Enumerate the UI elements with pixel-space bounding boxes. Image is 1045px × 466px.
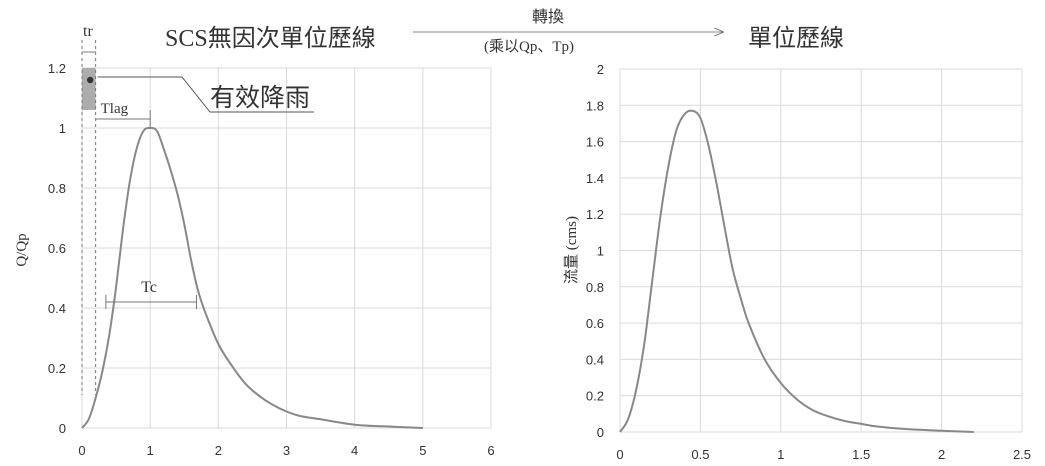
right-y-tick-label: 0.8 — [586, 280, 604, 295]
right-chart-grid — [619, 68, 1023, 433]
left-x-tick-label: 5 — [419, 443, 426, 458]
right-x-tick-label: 0 — [616, 447, 623, 462]
left-y-tick-label: 0.6 — [48, 241, 66, 256]
left-y-tick-label: 1 — [59, 121, 66, 136]
left-chart-annotations: tr Tlag Tc 有效降雨 — [81, 23, 314, 395]
right-y-axis-label: 流量 (cms) — [563, 216, 580, 284]
rainfall-callout-label: 有效降雨 — [210, 84, 310, 112]
right-x-tick-label: 1.5 — [852, 447, 870, 462]
left-x-tick-label: 2 — [215, 443, 222, 458]
right-y-tick-label: 1 — [597, 244, 604, 259]
right-y-tick-label: 2 — [597, 62, 604, 77]
right-x-tick-label: 2.5 — [1013, 447, 1031, 462]
arrow-bottom-label: (乘以Qp、Tp) — [484, 38, 574, 55]
left-chart-title: SCS無因次單位歷線 — [165, 25, 376, 52]
right-chart-title: 單位歷線 — [748, 25, 844, 52]
left-x-tick-label: 6 — [487, 443, 494, 458]
right-x-tick-label: 1 — [777, 447, 784, 462]
right-y-tick-label: 1.8 — [586, 98, 604, 113]
right-chart-ticks: 0 0.5 1 1.5 2 2.5 0 0.2 0.4 0.6 0.8 1 1.2 1.4 1.6 1.8 2 — [586, 62, 1031, 462]
rainfall-centroid-dot — [86, 76, 94, 84]
tr-label: tr — [83, 23, 93, 40]
left-chart-ticks: 0 1 2 3 4 5 6 0 0.2 0.4 0.6 0.8 1 1.2 — [48, 61, 495, 458]
left-y-tick-label: 1.2 — [48, 61, 66, 76]
right-series-line — [619, 109, 974, 433]
right-x-tick-label: 0.5 — [691, 447, 709, 462]
right-y-tick-label: 0.6 — [586, 316, 604, 331]
tlag-label: Tlag — [101, 101, 129, 117]
right-x-tick-label: 2 — [938, 447, 945, 462]
effective-rainfall-bar — [82, 68, 96, 110]
left-chart-curve-group — [81, 126, 423, 429]
right-y-tick-label: 1.2 — [586, 207, 604, 222]
tc-label: Tc — [141, 279, 157, 296]
right-y-tick-label: 0 — [597, 425, 604, 440]
right-y-tick-label: 0.4 — [586, 352, 604, 367]
left-x-tick-label: 1 — [147, 443, 154, 458]
right-chart-curve-group — [619, 109, 974, 433]
left-x-tick-label: 0 — [78, 443, 85, 458]
right-y-tick-label: 0.2 — [586, 389, 604, 404]
right-y-tick-label: 1.6 — [586, 135, 604, 150]
left-y-tick-label: 0.8 — [48, 181, 66, 196]
left-y-tick-label: 0.4 — [48, 301, 66, 316]
left-y-axis-label: Q/Qp — [14, 233, 30, 266]
right-y-tick-label: 1.4 — [586, 171, 604, 186]
left-series-line — [81, 126, 423, 429]
arrow-top-label: 轉換 — [532, 8, 564, 26]
left-y-tick-label: 0.2 — [48, 361, 66, 376]
left-chart-grid — [81, 67, 492, 429]
left-rainfall-group — [82, 68, 96, 110]
left-x-tick-label: 4 — [351, 443, 358, 458]
left-x-tick-label: 3 — [283, 443, 290, 458]
left-y-tick-label: 0 — [59, 421, 66, 436]
rainfall-callout-line — [97, 76, 314, 113]
